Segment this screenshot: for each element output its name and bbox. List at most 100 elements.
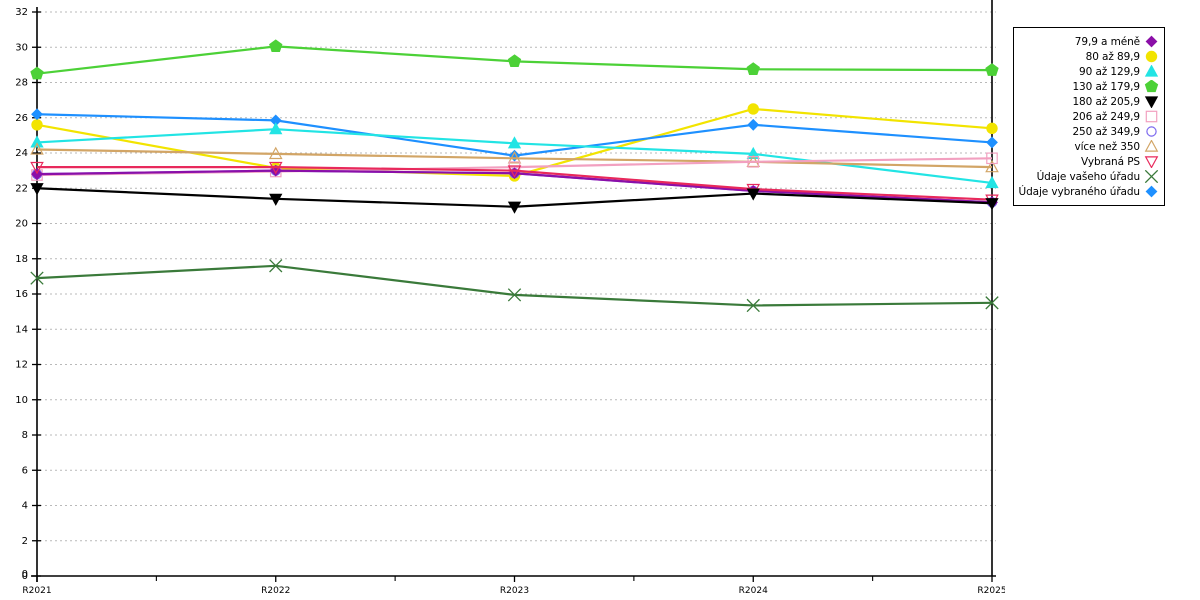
series-10: [30, 259, 999, 313]
triangle-down-open-marker-icon: [507, 165, 522, 178]
pentagon-marker-icon: [507, 54, 522, 68]
y-tick-label: 6: [22, 465, 28, 476]
pentagon-marker-icon: [30, 66, 44, 80]
diamond-marker-icon: [747, 118, 760, 131]
triangle-up-filled-icon: [1144, 65, 1159, 77]
triangle-up-open-marker-icon: [1144, 140, 1159, 152]
circle-marker-icon: [1145, 50, 1158, 63]
legend-item-label: 79,9 a méně: [1074, 35, 1140, 48]
pentagon-marker-icon: [746, 62, 760, 75]
series-1: [31, 164, 998, 209]
data-point-marker: [1146, 126, 1157, 137]
y-tick-label: 14: [15, 324, 28, 335]
y-tick-label: 20: [15, 219, 28, 230]
data-point-marker: [1144, 156, 1159, 168]
data-point-marker: [986, 136, 998, 149]
x-tick-label: R2021: [22, 586, 51, 596]
data-point-marker: [30, 271, 44, 285]
legend-item-label: Údaje vybraného úřadu: [1018, 185, 1140, 198]
legend-item[interactable]: Údaje vašeho úřadu: [1018, 169, 1159, 184]
data-point-marker: [507, 288, 522, 302]
y-tick-label: 4: [22, 501, 28, 512]
triangle-down-marker-icon: [985, 198, 999, 211]
legend-item-marker: [1144, 125, 1159, 138]
data-point-marker: [985, 296, 999, 310]
x-tick-label: R2022: [261, 586, 290, 596]
legend-item-label: 80 až 89,9: [1085, 50, 1140, 63]
pentagon-marker-icon: [985, 63, 999, 76]
legend-item-label: více než 350: [1074, 140, 1140, 153]
legend-item-marker: [1144, 50, 1159, 63]
triangle-up-marker-icon: [746, 146, 760, 159]
data-point-marker: [985, 198, 999, 211]
legend-item-marker: [1144, 95, 1159, 108]
circle-marker-icon: [986, 122, 998, 135]
data-point-marker: [507, 165, 522, 178]
data-point-marker: [1145, 50, 1158, 63]
triangle-down-marker-icon: [507, 201, 522, 214]
legend-item[interactable]: Údaje vybraného úřadu: [1018, 184, 1159, 199]
triangle-up-marker-icon: [507, 136, 522, 149]
triangle-down-open-marker-icon: [268, 161, 283, 175]
square-open-marker-icon: [1145, 110, 1158, 123]
legend-item-marker: [1144, 155, 1159, 168]
legend-item-marker: [1144, 170, 1159, 183]
legend-item-label: 180 až 205,9: [1072, 95, 1140, 108]
x-cross-marker-icon: [746, 298, 760, 313]
y-tick-label: 32: [15, 7, 28, 18]
legend-item-marker: [1144, 80, 1159, 93]
y-tick-label: 12: [15, 360, 28, 371]
data-point-marker: [507, 136, 522, 149]
diamond-filled-icon: [1145, 185, 1158, 198]
x-cross-marker-icon: [269, 259, 283, 273]
data-point-marker: [269, 39, 283, 53]
y-zero-label: 0: [22, 569, 28, 580]
data-point-marker: [986, 152, 998, 165]
diamond-marker-icon: [31, 108, 43, 121]
circle-open-marker-icon: [1146, 126, 1157, 137]
legend-item-label: 250 až 349,9: [1072, 125, 1140, 138]
data-point-marker: [1144, 65, 1159, 77]
legend-item[interactable]: Vybraná PS: [1018, 154, 1159, 169]
legend-item[interactable]: 80 až 89,9: [1018, 49, 1159, 64]
triangle-down-open-icon: [1144, 156, 1159, 168]
data-point-marker: [30, 161, 44, 175]
data-point-marker: [746, 298, 760, 313]
diamond-filled-icon: [1145, 35, 1158, 48]
data-point-marker: [31, 108, 43, 121]
data-point-marker: [269, 193, 283, 206]
y-tick-label: 28: [15, 78, 28, 89]
data-point-marker: [507, 54, 522, 68]
data-point-marker: [1144, 140, 1159, 152]
x-cross-icon: [1144, 170, 1159, 183]
triangle-up-open-marker-icon: [268, 146, 283, 160]
y-tick-label: 22: [15, 183, 28, 194]
legend-item-marker: [1144, 110, 1159, 123]
legend-item[interactable]: 130 až 179,9: [1018, 79, 1159, 94]
data-point-marker: [1145, 110, 1158, 123]
legend-item[interactable]: 79,9 a méně: [1018, 34, 1159, 49]
diamond-marker-icon: [269, 164, 282, 177]
diamond-marker-icon: [1145, 35, 1158, 48]
data-point-marker: [1144, 80, 1159, 93]
circle-filled-icon: [1145, 50, 1158, 63]
y-tick-label: 26: [15, 113, 28, 124]
legend-item-marker: [1144, 65, 1159, 78]
legend-item[interactable]: 250 až 349,9: [1018, 124, 1159, 139]
data-point-marker: [985, 159, 999, 173]
data-point-marker: [30, 142, 44, 155]
x-cross-marker-icon: [507, 288, 522, 302]
legend-item[interactable]: 206 až 249,9: [1018, 109, 1159, 124]
data-point-marker: [985, 175, 999, 189]
y-tick-label: 24: [15, 148, 28, 159]
data-point-marker: [1145, 185, 1158, 198]
y-tick-label: 0: [22, 571, 28, 582]
legend-item[interactable]: více než 350: [1018, 139, 1159, 154]
x-tick-label: R2024: [739, 586, 768, 596]
legend-item[interactable]: 180 až 205,9: [1018, 94, 1159, 109]
series-4: [30, 39, 999, 80]
square-open-marker-icon: [747, 156, 760, 168]
series-line: [36, 264, 993, 307]
legend-item[interactable]: 90 až 129,9: [1018, 64, 1159, 79]
